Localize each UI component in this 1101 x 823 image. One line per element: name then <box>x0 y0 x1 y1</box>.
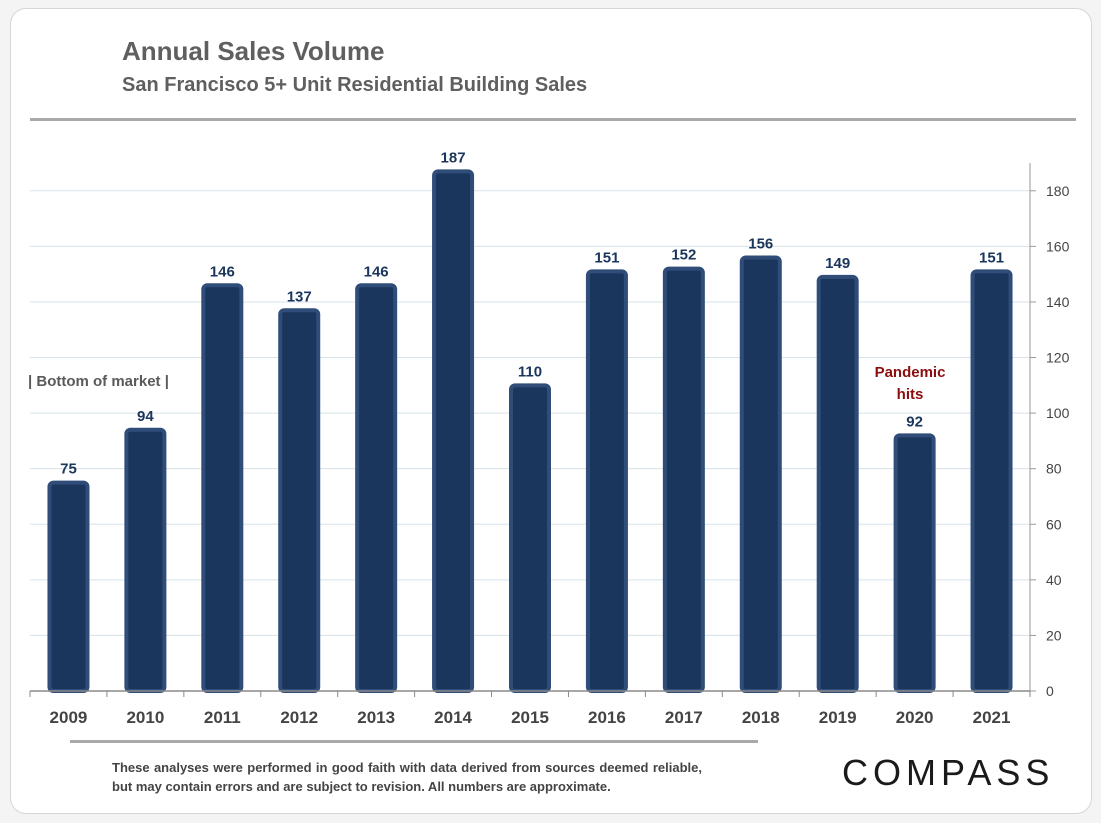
y-axis: 0 20 40 60 80 100 120 140 160 180 <box>1029 163 1070 699</box>
data-label-2011: 146 <box>210 263 235 280</box>
x-label-2011: 2011 <box>204 708 241 727</box>
bar-2019 <box>816 274 859 693</box>
y-tick-label: 20 <box>1046 627 1062 643</box>
y-tick-label: 80 <box>1046 461 1062 477</box>
y-tick-label: 40 <box>1046 572 1062 588</box>
x-label-2015: 2015 <box>511 708 549 727</box>
bar-2013 <box>355 283 398 693</box>
x-label-2020: 2020 <box>896 708 934 727</box>
data-label-2009: 75 <box>60 461 77 478</box>
bar-2015 <box>509 383 551 693</box>
bars: 75 94 146 137 146 187 110 151 152 156 149 92 151 <box>47 149 1013 694</box>
data-label-2013: 146 <box>364 263 389 280</box>
data-label-2014: 187 <box>441 149 466 166</box>
x-label-2016: 2016 <box>588 708 626 727</box>
data-label-2021: 151 <box>979 249 1004 266</box>
bar-2014 <box>432 169 475 693</box>
bottom-of-market-annotation: | Bottom of market | <box>28 373 169 390</box>
y-tick-label: 180 <box>1046 183 1070 199</box>
data-label-2015: 110 <box>518 363 542 380</box>
x-axis: 2009 2010 2011 2012 2013 2014 2015 2016 2017 2018… <box>29 690 1031 727</box>
bar-2011 <box>201 283 244 693</box>
y-tick-label: 160 <box>1046 238 1070 254</box>
x-label-2010: 2010 <box>126 708 164 727</box>
bar-2018 <box>739 255 782 693</box>
bar-2009 <box>47 480 90 693</box>
data-label-2020: 92 <box>906 413 923 430</box>
data-label-2012: 137 <box>287 288 312 305</box>
data-label-2018: 156 <box>748 235 773 252</box>
footer-divider <box>70 740 758 743</box>
y-tick-label: 140 <box>1046 294 1070 310</box>
x-label-2021: 2021 <box>973 708 1011 727</box>
bar-2016 <box>585 269 628 693</box>
title-divider <box>30 118 1076 121</box>
x-label-2018: 2018 <box>742 708 780 727</box>
chart-title: Annual Sales Volume <box>122 36 385 66</box>
bar-2012 <box>278 308 321 693</box>
chart-subtitle: San Francisco 5+ Unit Residential Buildi… <box>122 74 588 96</box>
pandemic-annotation-line2: hits <box>896 386 924 403</box>
x-label-2012: 2012 <box>280 708 318 727</box>
data-label-2019: 149 <box>825 255 850 272</box>
compass-logo: COMPASS <box>842 752 1055 793</box>
x-label-2019: 2019 <box>819 708 857 727</box>
data-label-2017: 152 <box>671 247 696 264</box>
x-label-2009: 2009 <box>50 708 88 727</box>
data-label-2016: 151 <box>594 249 619 266</box>
y-tick-label: 0 <box>1046 683 1054 699</box>
data-label-2010: 94 <box>137 408 154 425</box>
x-label-2013: 2013 <box>357 708 395 727</box>
disclaimer-text: These analyses were performed in good fa… <box>112 760 702 794</box>
y-tick-label: 100 <box>1046 405 1070 421</box>
x-label-2017: 2017 <box>665 708 703 727</box>
pandemic-annotation: Pandemic hits <box>862 362 958 406</box>
pandemic-annotation-line1: Pandemic <box>874 364 946 381</box>
bar-2020 <box>893 433 936 694</box>
bar-2010 <box>124 427 167 693</box>
bar-2017 <box>662 266 705 693</box>
bar-2021 <box>970 269 1013 693</box>
y-tick-label: 120 <box>1046 350 1070 366</box>
y-tick-label: 60 <box>1046 516 1062 532</box>
x-label-2014: 2014 <box>434 708 472 727</box>
